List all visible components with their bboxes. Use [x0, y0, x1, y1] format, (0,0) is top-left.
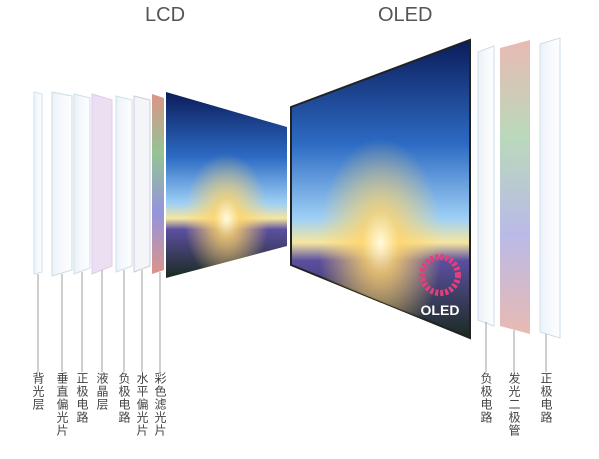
layer-positive — [73, 93, 91, 275]
layer-backlight — [33, 91, 43, 275]
layer-horizontal-polarizer — [133, 95, 151, 273]
layer-positive — [539, 37, 561, 339]
oled-logo: OLED — [421, 302, 460, 318]
layer-label: 发光二极管 — [507, 372, 521, 437]
layer-oled — [500, 40, 530, 334]
layer-label: 垂直偏光片 — [55, 372, 69, 437]
layer-vertical-polarizer — [51, 91, 73, 277]
layer-label: 水平偏光片 — [135, 372, 149, 437]
leader-lines — [37, 270, 547, 372]
layer-label: 背光层 — [31, 372, 45, 411]
layer-label: 正极电路 — [75, 372, 89, 424]
layer-label: 彩色滤光片 — [153, 372, 167, 437]
layer-liquid-crystal — [91, 93, 113, 275]
lcd-sun — [166, 92, 287, 278]
oled-layers: OLED — [290, 37, 561, 340]
oled-title: OLED — [378, 4, 433, 26]
layer-label: 液晶层 — [95, 372, 109, 411]
layer-label: 正极电路 — [539, 372, 553, 424]
lcd-title: LCD — [145, 4, 186, 26]
layer-label: 负极电路 — [117, 372, 131, 424]
layer-color-filter — [152, 94, 164, 274]
layer-negative — [115, 95, 133, 273]
layer-label: 负极电路 — [479, 372, 493, 424]
lcd-layers — [33, 91, 287, 278]
layer-negative — [477, 45, 495, 327]
oled-sun — [291, 40, 470, 338]
oled-logo-ring — [419, 254, 461, 296]
